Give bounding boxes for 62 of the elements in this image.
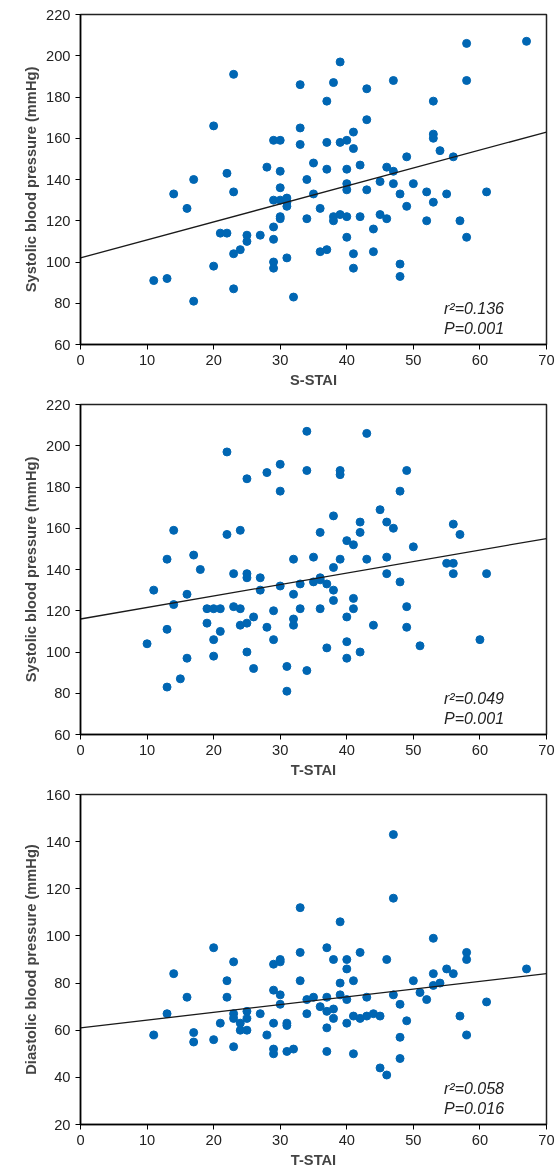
y-tick-label: 80 <box>54 975 71 992</box>
y-tick-label: 80 <box>54 295 71 312</box>
x-axis-title: T-STAI <box>290 761 337 778</box>
y-tick-label: 200 <box>46 437 71 454</box>
annotation: r²=0.049 <box>443 689 505 707</box>
y-tick-label: 60 <box>54 336 71 353</box>
y-tick-label: 120 <box>46 602 71 619</box>
y-tick-label: 100 <box>46 927 71 944</box>
x-tick-label: 40 <box>338 1131 355 1148</box>
y-tick-label: 220 <box>46 396 71 413</box>
x-tick-label: 70 <box>538 741 555 758</box>
y-axis-title: Systolic blood pressure (mmHg) <box>23 456 40 683</box>
y-tick-label: 160 <box>46 130 71 147</box>
x-tick-label: 0 <box>76 351 85 368</box>
x-tick-label: 10 <box>138 1131 156 1148</box>
annotation: P=0.016 <box>443 1099 505 1117</box>
y-tick-label: 200 <box>46 47 71 64</box>
y-axis-title: Diastolic blood pressure (mmHg) <box>23 844 40 1075</box>
y-tick-label: 140 <box>46 561 71 578</box>
y-tick-label: 220 <box>46 6 71 23</box>
x-axis-title: S-STAI <box>290 371 337 388</box>
x-tick-label: 10 <box>138 741 156 758</box>
y-tick-label: 180 <box>46 89 71 105</box>
annotation: r²=0.136 <box>443 299 505 317</box>
x-tick-label: 60 <box>471 1131 489 1148</box>
x-tick-label: 50 <box>405 741 422 758</box>
x-tick-label: 30 <box>272 1131 289 1148</box>
annotation: P=0.001 <box>443 709 505 727</box>
y-tick-label: 160 <box>46 786 71 803</box>
x-tick-label: 10 <box>138 351 156 368</box>
x-tick-label: 30 <box>272 741 289 758</box>
y-tick-label: 100 <box>46 644 71 660</box>
x-tick-label: 60 <box>471 741 489 758</box>
x-tick-label: 60 <box>471 351 489 368</box>
annotation: r²=0.058 <box>443 1079 505 1097</box>
x-tick-label: 30 <box>272 351 289 368</box>
x-tick-label: 20 <box>205 741 222 758</box>
x-tick-label: 40 <box>338 741 355 758</box>
y-tick-label: 60 <box>54 726 71 743</box>
y-tick-label: 80 <box>54 685 71 702</box>
x-tick-label: 20 <box>205 1131 222 1148</box>
y-tick-label: 60 <box>54 1022 71 1039</box>
x-tick-label: 70 <box>538 1131 555 1148</box>
x-tick-label: 50 <box>405 1131 422 1148</box>
x-tick-label: 70 <box>538 351 555 368</box>
y-tick-label: 160 <box>46 520 71 537</box>
annotation: P=0.001 <box>443 319 505 337</box>
y-axis-title: Systolic blood pressure (mmHg) <box>23 66 40 293</box>
x-tick-label: 50 <box>405 351 422 368</box>
y-tick-label: 140 <box>46 171 71 188</box>
y-tick-label: 100 <box>46 254 71 270</box>
y-tick-label: 120 <box>46 212 71 229</box>
y-tick-label: 20 <box>54 1116 71 1133</box>
x-tick-label: 40 <box>338 351 355 368</box>
y-tick-label: 180 <box>46 479 71 495</box>
y-tick-label: 120 <box>46 880 71 897</box>
x-tick-label: 0 <box>76 1131 85 1148</box>
x-tick-label: 20 <box>205 351 222 368</box>
x-tick-label: 0 <box>76 741 85 758</box>
x-axis-title: T-STAI <box>290 1151 337 1168</box>
y-tick-label: 40 <box>54 1069 71 1086</box>
y-tick-label: 140 <box>46 833 71 850</box>
